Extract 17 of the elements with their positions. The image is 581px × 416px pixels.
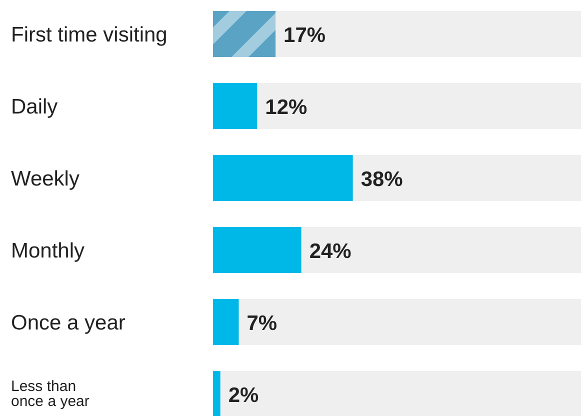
bar: [213, 371, 220, 416]
bar: [213, 299, 239, 345]
y-tick-label: Daily: [11, 95, 58, 118]
data-label: 17%: [284, 24, 326, 47]
y-tick-label: Weekly: [11, 167, 80, 190]
y-tick-label: Monthly: [11, 239, 86, 262]
y-tick-label: First time visiting: [11, 23, 168, 46]
data-label: 7%: [246, 312, 278, 335]
y-tick-label: Once a year: [11, 311, 126, 334]
y-tick-label: Less than once a year: [11, 378, 90, 410]
bar: [213, 83, 258, 129]
data-label: 24%: [309, 240, 352, 263]
data-label: 38%: [360, 168, 404, 191]
bar: [213, 11, 276, 57]
data-label: 2%: [228, 384, 260, 407]
bar: [213, 227, 302, 273]
data-label: 12%: [265, 96, 308, 119]
